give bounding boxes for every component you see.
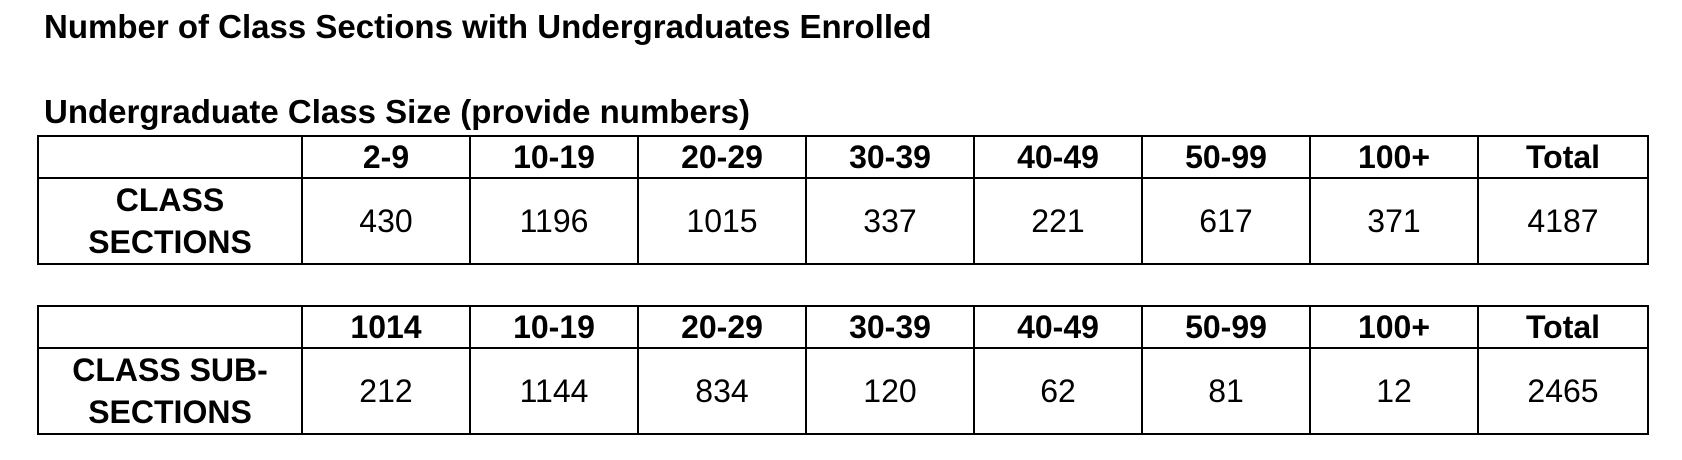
header-cell: 30-39 <box>805 135 975 179</box>
header-cell: 2-9 <box>301 135 471 179</box>
row-label: CLASS SUB- SECTIONS <box>37 347 303 435</box>
header-cell: 100+ <box>1309 135 1479 179</box>
header-cell: 100+ <box>1309 305 1479 349</box>
header-cell-total: Total <box>1477 305 1649 349</box>
value-cell: 371 <box>1309 177 1479 265</box>
table-row: CLASS SUB- SECTIONS 212 1144 834 120 62 … <box>37 347 1649 435</box>
header-cell: 10-19 <box>469 305 639 349</box>
value-cell: 337 <box>805 177 975 265</box>
value-cell: 221 <box>973 177 1143 265</box>
header-cell: 10-19 <box>469 135 639 179</box>
table-header-row: 1014 10-19 20-29 30-39 40-49 50-99 100+ … <box>37 305 1649 349</box>
header-cell: 30-39 <box>805 305 975 349</box>
class-subsections-table: 1014 10-19 20-29 30-39 40-49 50-99 100+ … <box>37 305 1649 435</box>
header-cell: 50-99 <box>1141 135 1311 179</box>
value-cell: 834 <box>637 347 807 435</box>
value-cell: 617 <box>1141 177 1311 265</box>
value-cell: 430 <box>301 177 471 265</box>
table-row: CLASS SECTIONS 430 1196 1015 337 221 617… <box>37 177 1649 265</box>
header-cell: 40-49 <box>973 135 1143 179</box>
class-sections-table: 2-9 10-19 20-29 30-39 40-49 50-99 100+ T… <box>37 135 1649 265</box>
value-cell: 212 <box>301 347 471 435</box>
row-label-line: SECTIONS <box>88 394 252 430</box>
total-cell: 4187 <box>1477 177 1649 265</box>
row-label-line: CLASS <box>115 182 225 218</box>
header-cell: 50-99 <box>1141 305 1311 349</box>
table-header-row: 2-9 10-19 20-29 30-39 40-49 50-99 100+ T… <box>37 135 1649 179</box>
header-cell: 40-49 <box>973 305 1143 349</box>
value-cell: 1144 <box>469 347 639 435</box>
header-empty-cell <box>37 135 303 179</box>
header-cell: 1014 <box>301 305 471 349</box>
header-cell: 20-29 <box>637 305 807 349</box>
value-cell: 120 <box>805 347 975 435</box>
value-cell: 81 <box>1141 347 1311 435</box>
section-title: Undergraduate Class Size (provide number… <box>44 93 751 130</box>
value-cell: 62 <box>973 347 1143 435</box>
header-cell: 20-29 <box>637 135 807 179</box>
row-label-line: SECTIONS <box>88 224 252 260</box>
value-cell: 1015 <box>637 177 807 265</box>
total-cell: 2465 <box>1477 347 1649 435</box>
row-label-line: CLASS SUB- <box>72 352 268 388</box>
header-cell-total: Total <box>1477 135 1649 179</box>
header-empty-cell <box>37 305 303 349</box>
page-title: Number of Class Sections with Undergradu… <box>44 8 932 45</box>
value-cell: 12 <box>1309 347 1479 435</box>
value-cell: 1196 <box>469 177 639 265</box>
row-label: CLASS SECTIONS <box>37 177 303 265</box>
